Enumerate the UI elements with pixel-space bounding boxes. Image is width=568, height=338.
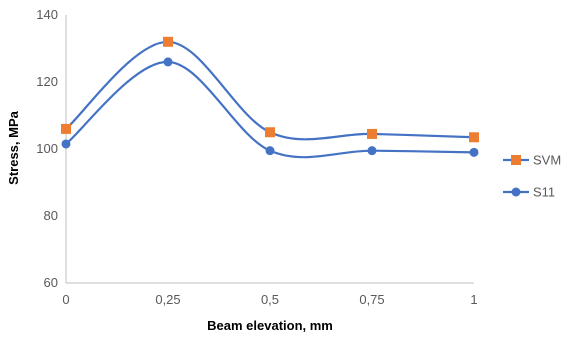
data-point-svm [61, 123, 71, 134]
legend-label-svm: SVM [533, 153, 561, 168]
x-tick-label: 0,25 [155, 292, 180, 307]
y-tick-label: 120 [36, 74, 58, 89]
x-tick-label: 0,75 [359, 292, 384, 307]
x-tick-label: 1 [470, 292, 477, 307]
data-point-svm [367, 128, 377, 139]
x-tick-label: 0,5 [261, 292, 279, 307]
data-point-s11 [469, 147, 479, 157]
y-axis-title: Stress, MPa [6, 110, 21, 184]
data-point-s11 [163, 57, 173, 67]
legend-marker-s11 [511, 187, 521, 197]
y-tick-label: 100 [36, 141, 58, 156]
data-point-svm [163, 36, 173, 47]
legend-label-s11: S11 [533, 185, 555, 200]
tick-labels: 60 80 100 120 140 0 0,25 0,5 0,75 1 [36, 7, 477, 307]
data-point-s11 [367, 146, 377, 156]
y-tick-label: 140 [36, 7, 58, 22]
series-line-s11 [65, 60, 475, 159]
legend-marker-svm [511, 155, 521, 165]
data-point-s11 [61, 139, 71, 149]
series-lines [65, 40, 475, 159]
x-axis-title: Beam elevation, mm [207, 318, 333, 333]
axes [65, 15, 474, 284]
legend: SVM S11 [503, 153, 561, 200]
data-point-svm [265, 127, 275, 138]
x-tick-label: 0 [62, 292, 69, 307]
data-point-svm [469, 132, 479, 143]
series-line-svm [65, 40, 475, 141]
series-markers [61, 36, 479, 157]
y-tick-label: 60 [44, 275, 58, 290]
y-tick-label: 80 [44, 208, 58, 223]
data-point-s11 [265, 146, 275, 156]
